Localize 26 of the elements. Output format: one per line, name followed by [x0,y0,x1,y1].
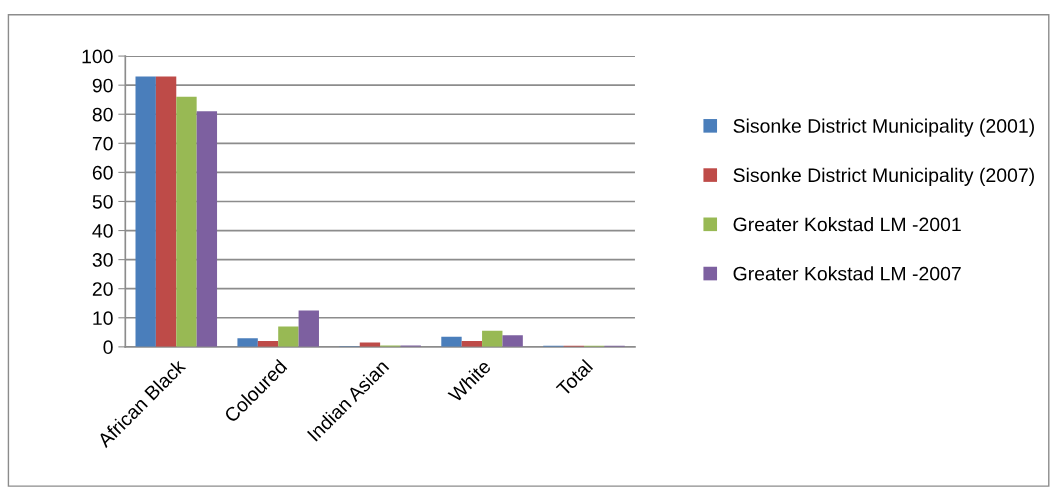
legend-label: Sisonke District Municipality (2001) [733,118,1034,137]
bar [237,338,258,347]
bar [502,335,523,347]
y-tick-label: 70 [92,136,113,151]
bar [176,96,197,347]
y-tick-label: 80 [92,107,113,122]
bar [441,336,462,347]
y-tick-label: 50 [92,194,113,209]
y-tick-label: 40 [92,224,113,238]
bar [196,111,218,347]
y-tick-label: 0 [103,340,113,355]
y-tick-label: 20 [92,282,113,296]
y-tick-label: 10 [93,311,113,326]
bar [482,330,503,347]
legend-label: Greater Kokstad LM -2007 [733,266,961,281]
y-tick-label: 30 [92,253,113,267]
y-tick-label: 100 [82,49,113,64]
bar [278,326,299,347]
bar [298,310,319,347]
bar [359,342,381,347]
legend-label: Greater Kokstad LM -2001 [733,217,961,232]
y-tick-label: 90 [92,78,113,93]
bar [155,76,177,347]
legend-label: Sisonke District Municipality (2007) [733,167,1034,186]
bar [135,76,156,347]
y-tick-label: 60 [92,165,113,180]
